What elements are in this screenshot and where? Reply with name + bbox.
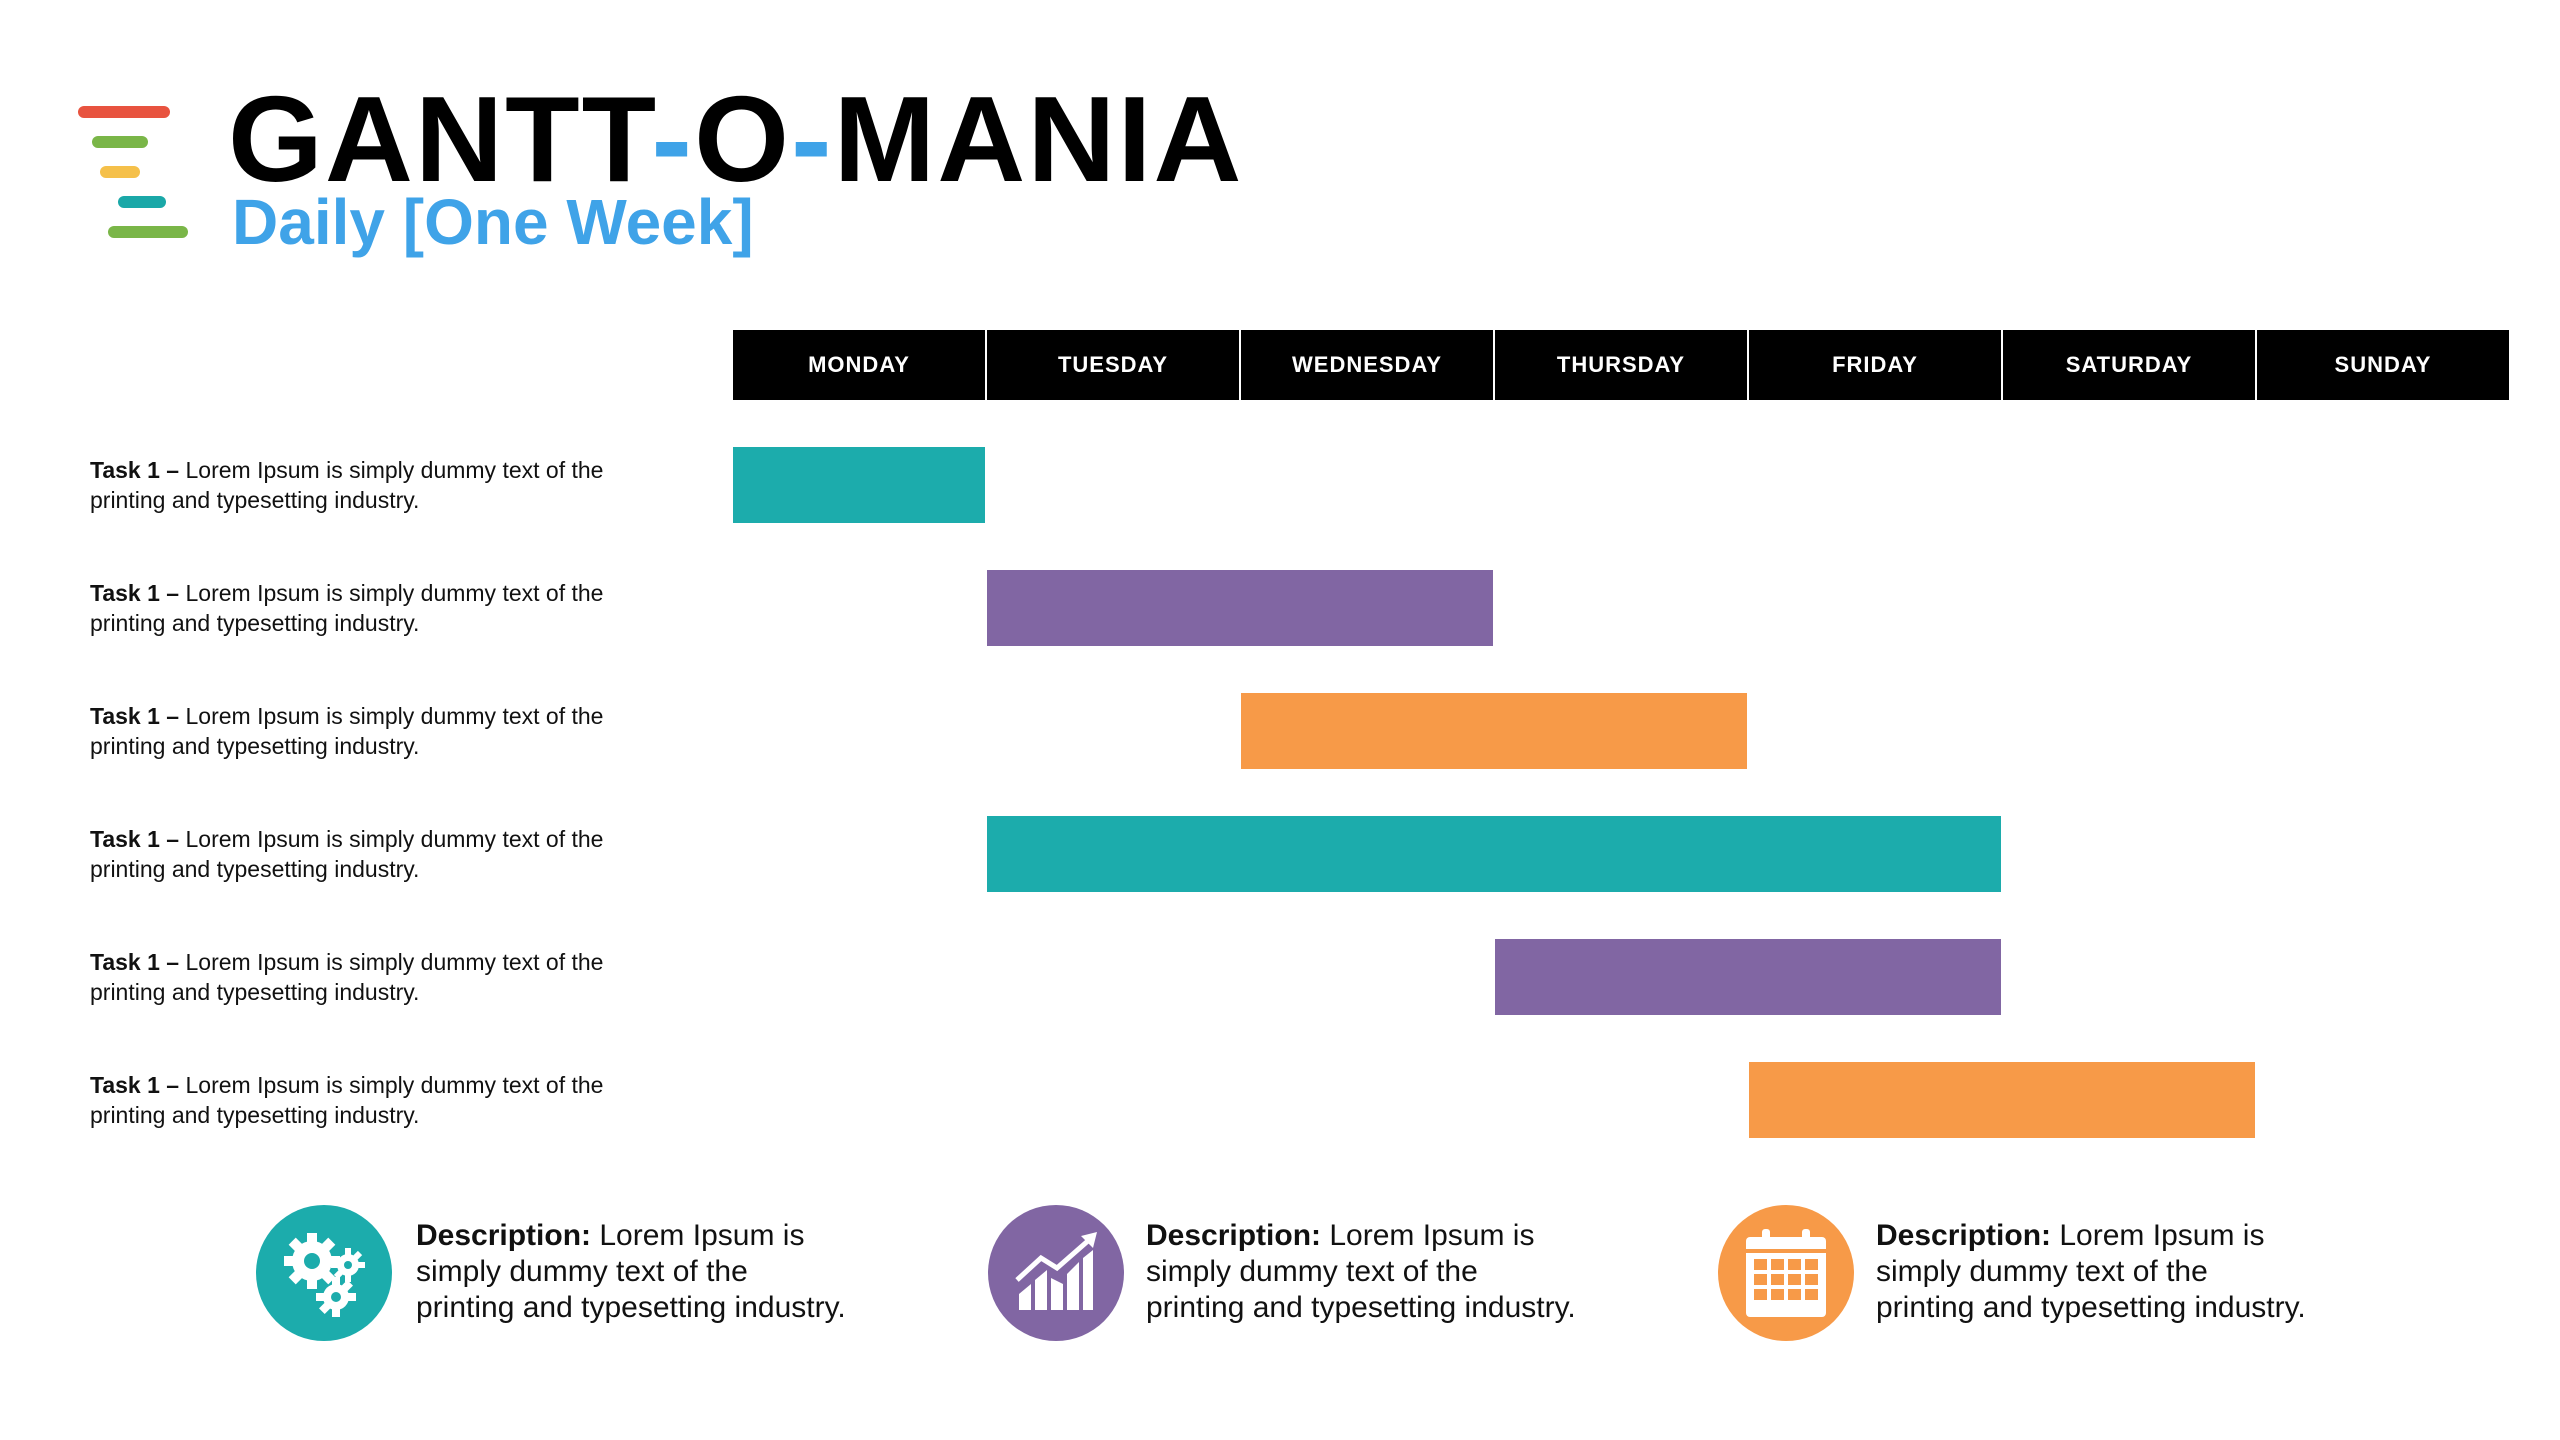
- task-desc-line: Lorem Ipsum is simply dummy text of the: [185, 457, 604, 483]
- description-label: Description:: [1876, 1219, 2052, 1252]
- page-title: GANTT-O-MANIA: [228, 78, 1243, 200]
- task-desc-line: Lorem Ipsum is simply dummy text of the: [185, 703, 604, 729]
- calendar-icon: [1718, 1205, 1854, 1341]
- gantt-bar: [1241, 693, 1747, 769]
- task-name: Task 1 –: [90, 949, 180, 975]
- day-header: MONDAY: [733, 330, 985, 400]
- task-name: Task 1 –: [90, 457, 180, 483]
- task-name: Task 1 –: [90, 826, 180, 852]
- description-label: Description:: [1146, 1219, 1322, 1252]
- task-label: Task 1 – Lorem Ipsum is simply dummy tex…: [90, 1070, 690, 1130]
- logo-lines-icon: [78, 106, 198, 246]
- task-name: Task 1 –: [90, 1072, 180, 1098]
- description-line: Lorem Ipsum is: [599, 1219, 805, 1252]
- description-line: printing and typesetting industry.: [416, 1291, 846, 1324]
- description-line: simply dummy text of the: [416, 1255, 748, 1288]
- description-text: Description: Lorem Ipsum is simply dummy …: [1146, 1218, 1596, 1326]
- task-desc-line: printing and typesetting industry.: [90, 733, 420, 759]
- logo-line: [92, 136, 148, 148]
- task-label: Task 1 – Lorem Ipsum is simply dummy tex…: [90, 701, 690, 761]
- page-subtitle: Daily [One Week]: [232, 186, 754, 258]
- logo-line: [108, 226, 188, 238]
- title-part: MANIA: [833, 71, 1244, 207]
- day-header: SATURDAY: [2003, 330, 2255, 400]
- task-desc-line: printing and typesetting industry.: [90, 856, 420, 882]
- title-part: GANTT: [228, 71, 652, 207]
- day-header: WEDNESDAY: [1241, 330, 1493, 400]
- description-line: printing and typesetting industry.: [1876, 1291, 2306, 1324]
- task-desc-line: printing and typesetting industry.: [90, 1102, 420, 1128]
- description-label: Description:: [416, 1219, 592, 1252]
- gantt-bar: [1749, 1062, 2255, 1138]
- gantt-bar: [733, 447, 985, 523]
- description-line: simply dummy text of the: [1146, 1255, 1478, 1288]
- task-desc-line: Lorem Ipsum is simply dummy text of the: [185, 580, 604, 606]
- description-text: Description: Lorem Ipsum is simply dummy …: [1876, 1218, 2326, 1326]
- task-label: Task 1 – Lorem Ipsum is simply dummy tex…: [90, 578, 690, 638]
- description-text: Description: Lorem Ipsum is simply dummy …: [416, 1218, 866, 1326]
- gantt-bar: [987, 570, 1493, 646]
- task-desc-line: printing and typesetting industry.: [90, 979, 420, 1005]
- gantt-bar: [1495, 939, 2001, 1015]
- task-desc-line: printing and typesetting industry.: [90, 487, 420, 513]
- task-name: Task 1 –: [90, 703, 180, 729]
- description-line: printing and typesetting industry.: [1146, 1291, 1576, 1324]
- title-part: O: [694, 71, 791, 207]
- description-line: simply dummy text of the: [1876, 1255, 2208, 1288]
- task-label: Task 1 – Lorem Ipsum is simply dummy tex…: [90, 947, 690, 1007]
- logo-line: [78, 106, 170, 118]
- title-dash: -: [651, 71, 695, 207]
- task-desc-line: Lorem Ipsum is simply dummy text of the: [185, 1072, 604, 1098]
- task-desc-line: Lorem Ipsum is simply dummy text of the: [185, 826, 604, 852]
- title-dash: -: [790, 71, 834, 207]
- day-header: TUESDAY: [987, 330, 1239, 400]
- description-line: Lorem Ipsum is: [1329, 1219, 1535, 1252]
- logo-line: [100, 166, 140, 178]
- growth-chart-icon: [988, 1205, 1124, 1341]
- day-header: THURSDAY: [1495, 330, 1747, 400]
- logo-line: [118, 196, 166, 208]
- task-label: Task 1 – Lorem Ipsum is simply dummy tex…: [90, 824, 690, 884]
- task-label: Task 1 – Lorem Ipsum is simply dummy tex…: [90, 455, 690, 515]
- task-name: Task 1 –: [90, 580, 180, 606]
- gantt-bar: [987, 816, 2001, 892]
- task-desc-line: printing and typesetting industry.: [90, 610, 420, 636]
- task-desc-line: Lorem Ipsum is simply dummy text of the: [185, 949, 604, 975]
- day-header: SUNDAY: [2257, 330, 2509, 400]
- gears-icon: [256, 1205, 392, 1341]
- description-line: Lorem Ipsum is: [2059, 1219, 2265, 1252]
- day-header: FRIDAY: [1749, 330, 2001, 400]
